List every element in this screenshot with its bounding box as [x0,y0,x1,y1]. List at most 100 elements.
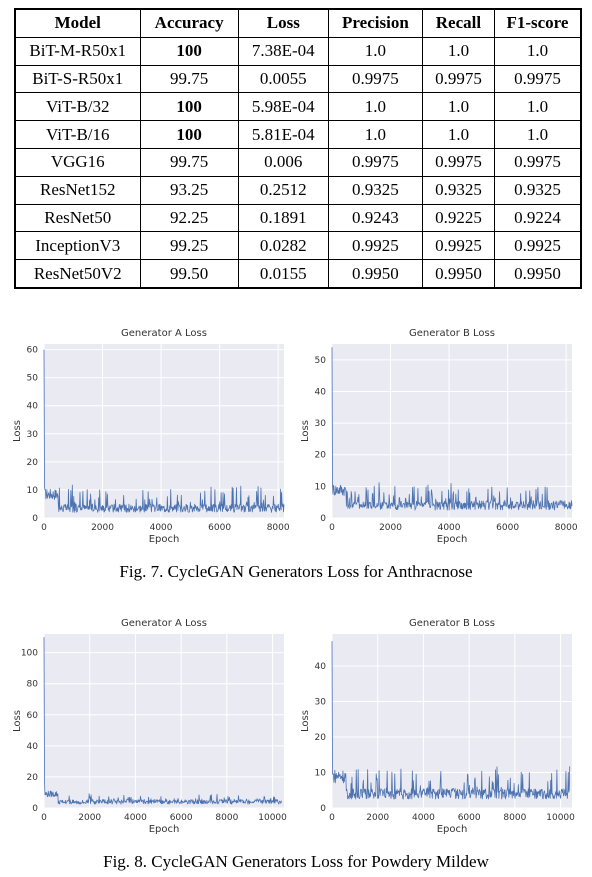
table-cell-model: ViT-B/32 [13,92,141,122]
table-cell-precision: 0.9925 [327,231,424,261]
x-tick-label: 8000 [215,813,238,823]
results-table: Model Accuracy Loss Precision Recall F1-score… [13,7,582,289]
table-cell-f1: 0.9975 [493,64,582,94]
table-cell-model: BiT-M-R50x1 [13,36,141,66]
table-cell-precision: 0.9950 [327,259,424,289]
x-tick-label: 0 [329,813,335,823]
table-cell-f1: 1.0 [493,92,582,122]
table-cell-model: BiT-S-R50x1 [13,64,141,94]
y-tick-label: 80 [27,680,39,690]
table-cell-accuracy: 99.75 [139,147,239,177]
table-cell-f1: 1.0 [493,36,582,66]
table-cell-accuracy: 93.25 [139,175,239,205]
y-tick-label: 10 [315,482,327,492]
y-axis-label: Loss [12,420,23,442]
table-cell-loss: 0.0282 [237,231,329,261]
table-row: VGG16 99.75 0.006 0.9975 0.9975 0.9975 [13,147,582,177]
y-tick-label: 40 [27,402,39,412]
plot-area [332,634,572,808]
x-tick-label: 4000 [412,813,435,823]
y-tick-label: 20 [315,451,327,461]
loss-series-line [331,641,571,800]
x-tick-label: 4000 [150,523,173,533]
table-cell-model: VGG16 [13,147,141,177]
x-tick-label: 0 [329,523,335,533]
table-cell-loss: 5.81E-04 [237,120,329,149]
table-cell-accuracy: 100 [139,36,239,66]
table-cell-accuracy: 99.50 [139,259,239,289]
table-row: InceptionV3 99.25 0.0282 0.9925 0.9925 0.9925 [13,231,582,261]
table-cell-model: ResNet50V2 [13,259,141,289]
y-tick-label: 40 [315,387,327,397]
column-header: Loss [237,7,329,38]
x-tick-label: 2000 [78,813,101,823]
table-cell-precision: 0.9975 [327,64,424,94]
table-cell-accuracy: 99.75 [139,64,239,94]
fig7-generator-a-plot: 0 2000 4000 6000 8000 0 10 20 30 40 50 60 Generator … [12,322,296,554]
table-cell-loss: 0.006 [237,147,329,177]
x-tick-label: 8000 [555,523,578,533]
fig8-generator-a-plot: 0 2000 4000 6000 8000 10000 0 20 40 60 80 100 Genera… [12,612,296,844]
fig7-generator-b-plot: 0 2000 4000 6000 8000 0 10 20 30 40 50 Generator B … [300,322,584,554]
y-tick-label: 0 [320,514,326,524]
y-tick-label: 50 [315,356,327,366]
x-tick-label: 4000 [438,523,461,533]
table-row: ResNet152 93.25 0.2512 0.9325 0.9325 0.9325 [13,175,582,205]
table-cell-precision: 0.9975 [327,147,424,177]
table-cell-model: ResNet50 [13,203,141,233]
y-tick-label: 30 [27,430,39,440]
table-cell-recall: 0.9975 [422,147,495,177]
x-axis-label: Epoch [149,824,180,835]
table-cell-loss: 0.0055 [237,64,329,94]
table-cell-recall: 0.9925 [422,231,495,261]
y-axis-label: Loss [300,710,311,732]
column-header: Model [13,7,141,38]
y-tick-label: 0 [32,804,38,814]
x-axis-label: Epoch [437,824,468,835]
table-cell-recall: 0.9225 [422,203,495,233]
y-tick-label: 10 [27,486,39,496]
table-cell-precision: 1.0 [327,120,424,149]
x-tick-label: 4000 [124,813,147,823]
table-cell-recall: 1.0 [422,36,495,66]
plot-area [332,344,572,518]
table-row: ResNet50 92.25 0.1891 0.9243 0.9225 0.9224 [13,203,582,233]
x-axis-label: Epoch [149,534,180,545]
table-row: ViT-B/32 100 5.98E-04 1.0 1.0 1.0 [13,92,582,122]
table-row: ResNet50V2 99.50 0.0155 0.9950 0.9950 0.9950 [13,259,582,289]
chart-title: Generator B Loss [409,328,495,339]
table-cell-f1: 0.9950 [493,259,582,289]
y-tick-label: 30 [315,697,327,707]
x-tick-label: 2000 [366,813,389,823]
y-tick-label: 30 [315,419,327,429]
x-tick-label: 10000 [258,813,287,823]
y-tick-label: 20 [315,733,327,743]
y-tick-label: 0 [32,514,38,524]
column-header: Accuracy [139,7,239,38]
x-tick-label: 6000 [496,523,519,533]
column-header: Recall [422,7,495,38]
y-tick-label: 60 [27,346,39,356]
y-tick-label: 20 [27,458,39,468]
x-tick-label: 6000 [458,813,481,823]
x-tick-label: 6000 [170,813,193,823]
table-cell-loss: 0.1891 [237,203,329,233]
table-body: BiT-M-R50x1 100 7.38E-04 1.0 1.0 1.0 BiT-S-R50… [13,36,582,289]
table-cell-model: InceptionV3 [13,231,141,261]
x-axis-label: Epoch [437,534,468,545]
loss-series-line [43,637,283,805]
table-cell-f1: 0.9224 [493,203,582,233]
table-cell-recall: 0.9975 [422,64,495,94]
fig8-caption: Fig. 8. CycleGAN Generators Loss for Pow… [103,852,489,871]
table-cell-precision: 1.0 [327,36,424,66]
table-cell-loss: 5.98E-04 [237,92,329,122]
x-tick-label: 2000 [91,523,114,533]
x-tick-label: 0 [41,813,47,823]
table-cell-precision: 0.9325 [327,175,424,205]
table-cell-recall: 1.0 [422,120,495,149]
y-tick-label: 20 [27,773,39,783]
table-cell-loss: 0.0155 [237,259,329,289]
table-cell-f1: 1.0 [493,120,582,149]
y-tick-label: 40 [27,742,39,752]
x-tick-label: 2000 [379,523,402,533]
